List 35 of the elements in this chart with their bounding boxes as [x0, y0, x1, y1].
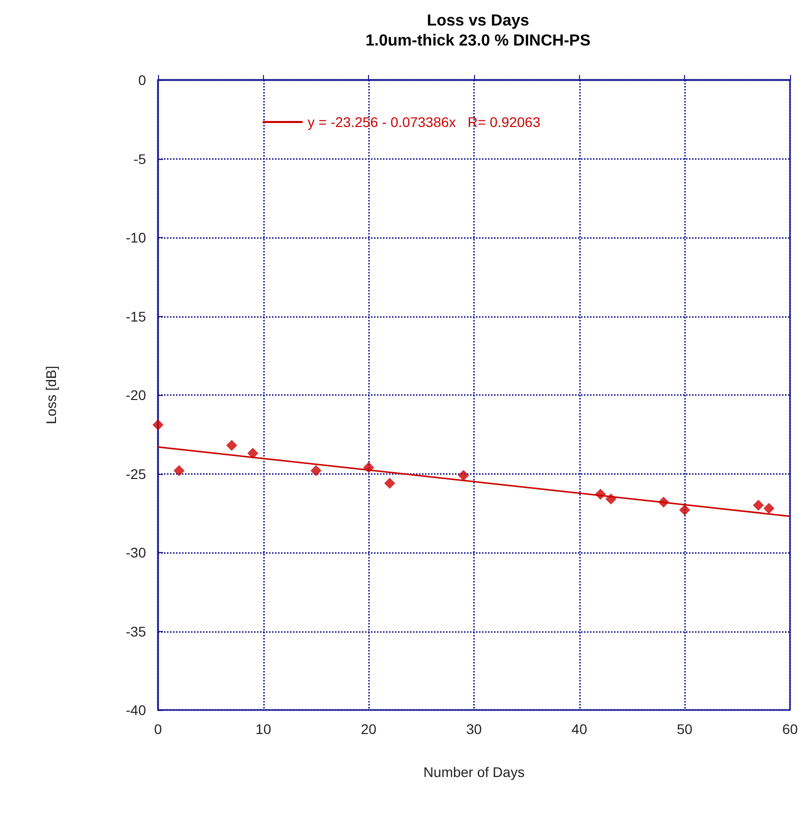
y-tick-label: -5 [134, 150, 146, 167]
point [763, 502, 774, 514]
chart-subtitle: 1.0um-thick 23.0 % DINCH-PS [366, 32, 591, 50]
x-tick-label: 50 [676, 721, 693, 737]
x-axis-title: Number of Days [423, 764, 525, 780]
x-tick-label: 60 [782, 721, 798, 737]
point [384, 478, 396, 489]
point [594, 488, 606, 500]
legend-label: y = -23.256 - 0.073386x R= 0.92063 [308, 114, 541, 130]
y-tick-label: -35 [126, 623, 146, 640]
point [310, 465, 322, 476]
point [152, 419, 164, 430]
point [226, 440, 238, 451]
point [752, 500, 764, 511]
y-axis-title: Loss [dB] [43, 366, 59, 424]
y-tick-label: -20 [126, 387, 146, 403]
point [605, 493, 616, 504]
y-tick-label: -10 [126, 230, 146, 246]
y-tick-label: -25 [126, 466, 146, 482]
point [363, 462, 374, 473]
x-tick-label: 20 [360, 721, 377, 737]
point [679, 504, 690, 516]
point [458, 470, 469, 481]
point [247, 448, 258, 459]
x-tick-label: 0 [154, 721, 162, 737]
x-tick-label: 30 [466, 721, 482, 737]
y-tick-label: -40 [126, 702, 146, 718]
x-tick-label: 10 [256, 721, 272, 737]
y-tick-label: 0 [138, 72, 146, 88]
point [658, 496, 670, 508]
y-tick-label: -15 [126, 308, 146, 324]
point [174, 465, 185, 476]
chart-title: Loss vs Days [426, 12, 530, 30]
y-tick-label: -30 [126, 544, 146, 560]
x-tick-label: 40 [572, 721, 588, 737]
